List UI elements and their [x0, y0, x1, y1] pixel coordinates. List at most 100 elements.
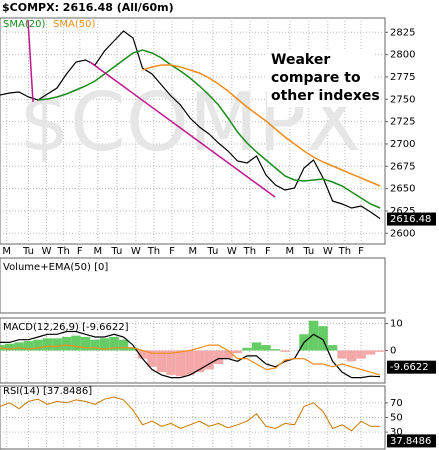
y-tick-label: 2600 [390, 228, 415, 239]
x-tick-label: Th [243, 246, 256, 257]
x-tick-label: F [265, 246, 271, 257]
histogram-bar [337, 350, 347, 359]
histogram-bar [280, 350, 290, 352]
x-tick-label: Th [338, 246, 351, 257]
annotation: compare to [271, 70, 361, 86]
legend-entry: SMA(20) [3, 19, 45, 30]
histogram-bar [318, 326, 328, 351]
x-tick-label: M [94, 246, 103, 257]
trend-line [27, 19, 34, 103]
histogram-bar [90, 339, 100, 351]
y-tick-label: 70 [390, 398, 403, 409]
histogram-bar [261, 345, 271, 351]
histogram-bar [223, 350, 233, 359]
x-tick-label: M [285, 246, 294, 257]
last-value-label: 37.8486 [390, 436, 431, 447]
y-tick-label: 0 [390, 346, 396, 357]
y-tick-label: 30 [390, 427, 403, 438]
histogram-bar [365, 350, 376, 355]
histogram-bar [242, 347, 252, 351]
y-tick-label: 2700 [390, 139, 415, 150]
panel-title: RSI(14) [37.8486] [3, 386, 92, 397]
histogram-bar [308, 320, 319, 351]
x-tick-label: F [358, 246, 364, 257]
annotation: other indexes [271, 88, 380, 104]
histogram-bar [175, 350, 186, 377]
last-value-label: -9.6622 [390, 362, 429, 373]
histogram-bar [213, 350, 224, 365]
y-tick-label: 2625 [390, 206, 415, 217]
last-value-box [387, 212, 436, 226]
histogram-bar [128, 347, 138, 351]
histogram-bar [80, 336, 91, 351]
price-line [0, 30, 381, 220]
annotation-box [267, 49, 374, 107]
trend-line [89, 61, 276, 198]
rsi-line [0, 396, 381, 432]
last-value-box [387, 360, 436, 374]
x-tick-label: M [2, 246, 11, 257]
last-value-label: 2616.48 [390, 214, 431, 225]
histogram-bar [346, 350, 357, 362]
histogram-bar [4, 343, 15, 351]
histogram-bar [327, 345, 338, 351]
x-tick-label: Th [147, 246, 160, 257]
histogram-bar [375, 350, 385, 352]
y-tick-label: 2650 [390, 184, 415, 195]
histogram-bar [99, 338, 110, 351]
y-tick-label: 2800 [390, 50, 415, 61]
last-value-box [387, 434, 436, 448]
x-tick-label: W [227, 246, 237, 257]
histogram-bar [33, 339, 43, 351]
histogram-bar [61, 336, 72, 351]
histogram-bar [270, 349, 281, 351]
legend-entry: SMA(50) [53, 19, 95, 30]
macd-line [0, 344, 381, 376]
x-tick-label: Tu [110, 246, 122, 257]
histogram-bar [137, 350, 148, 359]
y-tick-label: 10 [390, 318, 403, 329]
chart-title: $COMPX: 2616.48 (All/60m) [2, 1, 174, 14]
y-tick-label: 50 [390, 413, 403, 424]
x-tick-label: Tu [302, 246, 314, 257]
histogram-bar [185, 350, 195, 375]
histogram-bar [232, 350, 243, 354]
histogram-bar [14, 342, 24, 351]
panel-title: Volume+EMA(50) [0] [3, 262, 108, 273]
histogram-bar [156, 350, 167, 373]
x-tick-label: W [323, 246, 333, 257]
x-tick-label: Tu [22, 246, 34, 257]
histogram-bar [194, 350, 205, 373]
y-tick-label: 2775 [390, 72, 415, 83]
histogram-bar [356, 350, 366, 359]
x-tick-label: W [42, 246, 52, 257]
histogram-bar [204, 350, 214, 370]
marks-layer [0, 30, 385, 432]
x-tick-label: F [169, 246, 175, 257]
x-tick-label: Th [56, 246, 69, 257]
x-tick-label: M [189, 246, 198, 257]
macd-line [0, 330, 381, 379]
histogram-bar [23, 341, 34, 351]
y-tick-label: 2750 [390, 94, 415, 105]
histogram-bar [109, 336, 119, 351]
histogram-bar [251, 342, 262, 351]
y-tick-label: 2825 [390, 27, 415, 38]
histogram-bar [118, 339, 129, 351]
y-tick-label: 2675 [390, 161, 415, 172]
annotation: Weaker [271, 52, 330, 68]
histogram-bar [71, 335, 81, 351]
panel-title: MACD(12,26,9) [-9.6622] [3, 322, 129, 333]
histogram-bar [147, 350, 157, 367]
histogram-bar [166, 350, 176, 375]
sma-line [37, 49, 381, 209]
x-tick-label: F [77, 246, 83, 257]
y-tick-label: 2725 [390, 117, 415, 128]
x-tick-label: W [131, 246, 141, 257]
x-tick-label: Tu [206, 246, 218, 257]
panel-frame [0, 257, 386, 314]
histogram-bar [52, 338, 62, 351]
sma-line [142, 64, 381, 187]
